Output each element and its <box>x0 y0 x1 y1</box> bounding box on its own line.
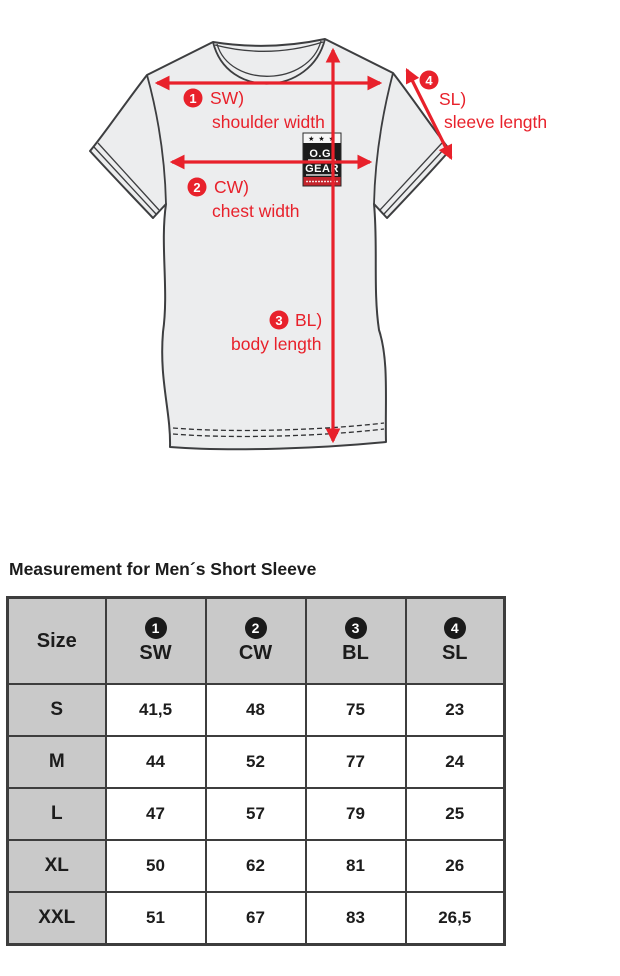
hem-stitch <box>172 422 385 438</box>
table-cell: 57 <box>204 787 307 841</box>
badge-4-icon <box>419 70 439 90</box>
size-cell: M <box>6 735 107 789</box>
table-cell: 26,5 <box>404 891 506 945</box>
section-title: Measurement for Men´s Short Sleeve <box>9 559 317 579</box>
table-header-sl: 4 SL <box>404 596 506 685</box>
table-cell: 23 <box>404 683 506 737</box>
sl-code-label: SL) <box>439 89 466 109</box>
badge-3-icon <box>269 310 289 330</box>
cw-desc-label: chest width <box>212 201 300 221</box>
badge-1-num: 1 <box>189 91 196 106</box>
left-armhole-seam <box>146 74 167 205</box>
sw-code-label: SW) <box>210 88 244 108</box>
table-header-bl: 3 BL <box>304 596 407 685</box>
table-cell: 81 <box>304 839 407 893</box>
size-header-label: Size <box>36 629 77 652</box>
sl-desc-label: sleeve length <box>444 112 547 132</box>
badge-2-icon <box>187 177 207 197</box>
size-cell: XXL <box>6 891 107 945</box>
table-cell: 50 <box>104 839 207 893</box>
header-label-sw: SW <box>139 642 172 664</box>
table-cell: 26 <box>404 839 506 893</box>
table-cell: 51 <box>104 891 207 945</box>
table-row: XXL 51 67 83 26,5 <box>6 891 506 945</box>
table-cell: 52 <box>204 735 307 789</box>
table-header-size: Size <box>6 596 107 685</box>
header-badge-3-icon: 3 <box>344 617 367 639</box>
left-cuff-stitch <box>93 142 160 215</box>
header-badge-1-icon: 1 <box>144 617 167 639</box>
table-cell: 83 <box>304 891 407 945</box>
table-cell: 67 <box>204 891 307 945</box>
badge-4-num: 4 <box>425 73 433 88</box>
table-header-cw: 2 CW <box>204 596 307 685</box>
header-badge-4-icon: 4 <box>443 617 466 639</box>
sw-desc-label: shoulder width <box>212 112 325 132</box>
table-cell: 47 <box>104 787 207 841</box>
size-chart-table: Size 1 SW 2 CW 3 BL <box>6 596 506 946</box>
header-badge-2-icon: 2 <box>244 617 267 639</box>
header-label-sl: SL <box>441 642 468 664</box>
size-cell: S <box>6 683 107 737</box>
table-cell: 62 <box>204 839 307 893</box>
badge-2-num: 2 <box>193 180 200 195</box>
size-cell: XL <box>6 839 107 893</box>
bl-code-label: BL) <box>295 310 322 330</box>
table-header-row: Size 1 SW 2 CW 3 BL <box>6 596 506 685</box>
header-label-bl: BL <box>342 642 369 664</box>
table-cell: 75 <box>304 683 407 737</box>
size-cell: L <box>6 787 107 841</box>
table-cell: 48 <box>204 683 307 737</box>
logo-stars-icon: ★ ★ ★ <box>308 135 336 143</box>
table-row: M 44 52 77 24 <box>6 735 506 789</box>
tshirt-measurement-diagram: ★ ★ ★ O.G. GEAR 1 2 3 4 SW) shoulder wid… <box>89 38 547 451</box>
table-cell: 44 <box>104 735 207 789</box>
right-armhole-seam <box>373 72 394 205</box>
chest-logo-patch: ★ ★ ★ O.G. GEAR <box>302 132 342 187</box>
table-cell: 24 <box>404 735 506 789</box>
tshirt-body <box>89 38 451 451</box>
table-row: L 47 57 79 25 <box>6 787 506 841</box>
table-cell: 41,5 <box>104 683 207 737</box>
table-row: S 41,5 48 75 23 <box>6 683 506 737</box>
badge-1-icon <box>183 88 203 108</box>
sleeve-length-arrow <box>405 68 453 160</box>
bl-desc-label: body length <box>231 334 322 354</box>
logo-line1: O.G. <box>309 148 334 160</box>
header-label-cw: CW <box>238 642 273 664</box>
table-row: XL 50 62 81 26 <box>6 839 506 893</box>
table-cell: 77 <box>304 735 407 789</box>
table-header-sw: 1 SW <box>104 596 207 685</box>
table-cell: 25 <box>404 787 506 841</box>
badge-3-num: 3 <box>275 313 282 328</box>
collar-back-seam <box>214 41 324 52</box>
table-cell: 79 <box>304 787 407 841</box>
cw-code-label: CW) <box>214 177 249 197</box>
